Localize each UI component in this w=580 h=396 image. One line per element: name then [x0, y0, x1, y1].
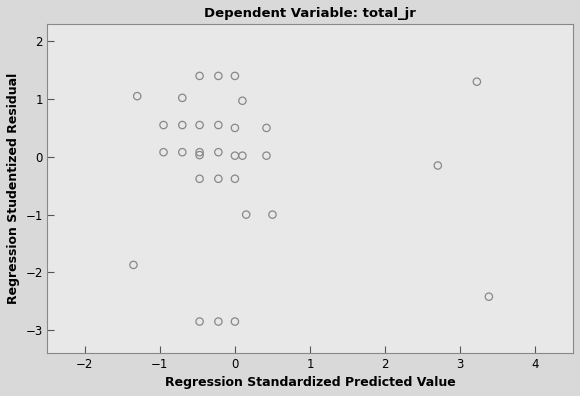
Y-axis label: Regression Studentized Residual: Regression Studentized Residual	[7, 73, 20, 304]
Point	[195, 175, 204, 182]
Point	[230, 152, 240, 159]
Point	[241, 211, 251, 218]
Point	[195, 152, 204, 158]
Point	[195, 73, 204, 79]
Point	[159, 122, 168, 128]
Point	[262, 152, 271, 159]
Point	[177, 149, 187, 155]
Point	[230, 318, 240, 325]
Point	[133, 93, 142, 99]
Point	[472, 78, 481, 85]
Point	[214, 149, 223, 155]
Point	[238, 152, 247, 159]
Point	[177, 95, 187, 101]
Point	[195, 318, 204, 325]
Point	[230, 73, 240, 79]
Point	[214, 318, 223, 325]
Point	[230, 175, 240, 182]
Point	[230, 125, 240, 131]
Point	[433, 162, 443, 169]
Point	[238, 97, 247, 104]
Point	[195, 149, 204, 155]
Point	[214, 122, 223, 128]
Point	[484, 293, 494, 300]
Title: Dependent Variable: total_jr: Dependent Variable: total_jr	[204, 7, 416, 20]
Point	[214, 175, 223, 182]
Point	[262, 125, 271, 131]
Point	[177, 122, 187, 128]
X-axis label: Regression Standardized Predicted Value: Regression Standardized Predicted Value	[165, 376, 455, 389]
Point	[268, 211, 277, 218]
Point	[129, 262, 138, 268]
Point	[195, 122, 204, 128]
Point	[214, 73, 223, 79]
Point	[159, 149, 168, 155]
